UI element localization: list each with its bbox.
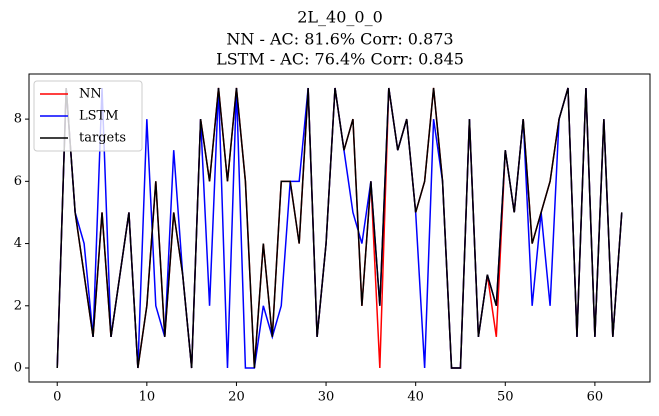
series-line	[56, 87, 623, 369]
x-tick-label: 40	[407, 390, 424, 405]
x-tick-label: 30	[318, 390, 335, 405]
x-tick-label: 50	[497, 390, 514, 405]
y-tick-label: 0	[14, 361, 22, 376]
chart-subtitle: NN - AC: 81.6% Corr: 0.873	[226, 30, 453, 49]
legend-box	[33, 80, 143, 152]
y-tick-label: 2	[14, 298, 22, 313]
y-tick-label: 8	[14, 112, 22, 127]
plot-frame	[28, 73, 651, 383]
y-tick-label: 4	[14, 236, 22, 251]
legend-label: targets	[79, 131, 126, 146]
x-tick-label: 0	[53, 390, 61, 405]
y-tick-label: 6	[14, 174, 22, 189]
chart-title: 2L_40_0_0	[297, 8, 383, 27]
legend-label: NN	[79, 87, 102, 102]
chart-subtitle: LSTM - AC: 76.4% Corr: 0.845	[216, 50, 464, 69]
x-tick-label: 10	[139, 390, 156, 405]
x-tick-label: 60	[587, 390, 604, 405]
legend-label: LSTM	[79, 109, 119, 124]
x-tick-label: 20	[228, 390, 245, 405]
